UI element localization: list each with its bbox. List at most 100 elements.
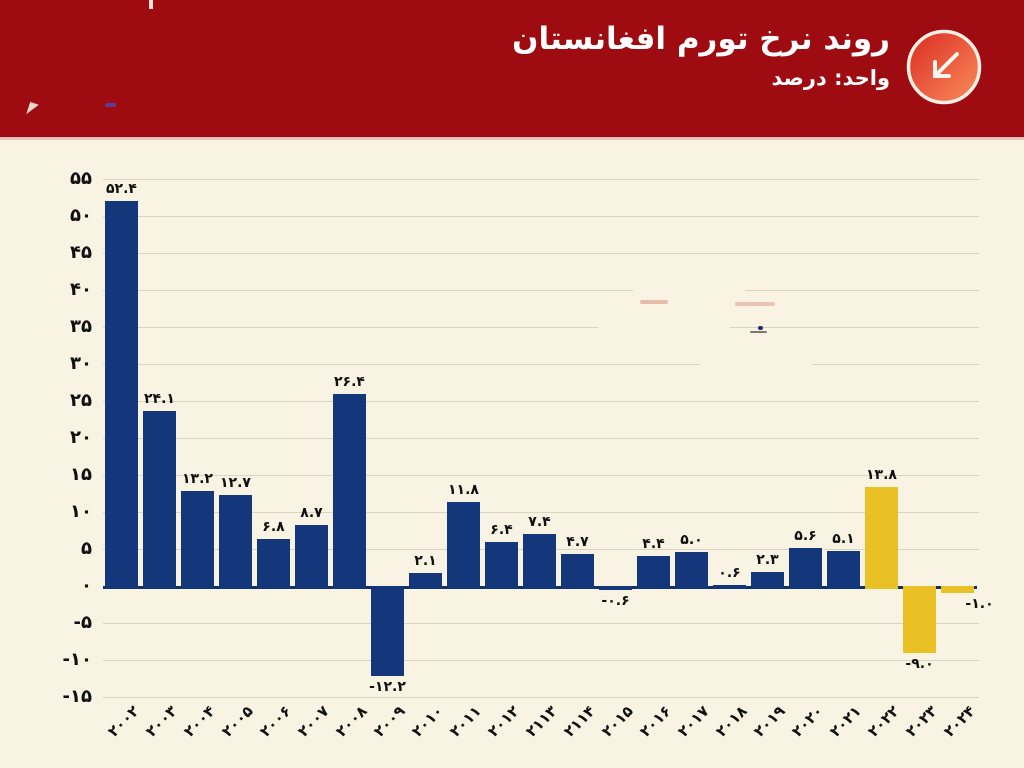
x-axis-year-label: ۲۰۰۵ <box>217 702 257 741</box>
x-axis-year-label: ۲۰۲۴ <box>939 702 979 741</box>
gridline <box>103 697 979 698</box>
bar-value-label: -۰.۶ <box>601 593 630 609</box>
x-axis-year-label: ۲۰۲۲ <box>863 702 903 741</box>
gridline <box>103 623 979 624</box>
y-axis-tick-label: ۵۵ <box>70 168 92 189</box>
y-axis-tick-label: ۲۰ <box>70 427 92 448</box>
speck-artifact <box>758 326 763 330</box>
x-axis-year-label: ۲۰۰۶ <box>255 702 295 741</box>
bar-2010 <box>409 573 442 589</box>
gridline <box>103 438 979 439</box>
y-axis-tick-label: -۵ <box>73 612 92 633</box>
bar-2018 <box>713 585 746 589</box>
y-axis-tick-label: ۴۵ <box>70 242 92 263</box>
smear-artifact <box>735 302 775 306</box>
bar-2004 <box>181 491 214 589</box>
bar-value-label: ۷.۴ <box>528 514 551 530</box>
header-text-block: روند نرخ تورم افغانستان واحد: درصد <box>512 21 890 90</box>
page-title: روند نرخ تورم افغانستان <box>512 21 890 57</box>
gridline <box>103 253 979 254</box>
x-axis-year-label: ۲۰۰۴ <box>179 702 219 741</box>
bar-2021 <box>827 551 860 589</box>
bar-value-label: ۲۴.۱ <box>144 391 175 407</box>
bar-value-label: ۵۲.۴ <box>106 181 137 197</box>
y-axis-tick-label: ۲۵ <box>70 390 92 411</box>
bar-value-label: ۲.۳ <box>756 552 779 568</box>
bar-2016 <box>637 556 670 589</box>
gridline <box>103 512 979 513</box>
x-axis-year-label: ۲۰۲۱ <box>825 702 865 741</box>
gridline <box>103 179 979 180</box>
trend-down-arrow-icon <box>906 29 982 105</box>
x-axis-year-label: ۲۰۲۳ <box>901 702 941 741</box>
bar-2023 <box>903 586 936 653</box>
x-axis-year-label: ۲۰۱۷ <box>673 702 713 741</box>
unit-label: واحد: درصد <box>771 65 890 90</box>
bar-value-label: -۱۲.۲ <box>369 679 406 695</box>
bar-value-label: ۴.۴ <box>642 536 665 552</box>
bar-2011 <box>447 502 480 589</box>
gridline <box>103 290 979 291</box>
speck-artifact <box>105 103 116 107</box>
bar-2013 <box>523 534 556 589</box>
bar-value-label: ۶.۸ <box>262 519 285 535</box>
bar-value-label: ۵.۱ <box>832 531 855 547</box>
trend-badge <box>905 28 983 106</box>
x-axis-year-label: ۲۰۰۳ <box>141 702 181 741</box>
bar-2022 <box>865 487 898 589</box>
bar-2007 <box>295 525 328 589</box>
bar-2014 <box>561 554 594 589</box>
bar-value-label: ۱۳.۲ <box>182 471 213 487</box>
header-banner: روند نرخ تورم افغانستان واحد: درصد <box>0 0 1024 140</box>
bar-value-label: ۱۲.۷ <box>220 475 251 491</box>
bar-value-label: ۶.۴ <box>490 522 513 538</box>
smear-artifact <box>640 300 668 304</box>
bar-2019 <box>751 572 784 589</box>
x-axis-year-label: ۲۰۱۸ <box>711 702 751 741</box>
bar-2006 <box>257 539 290 589</box>
y-axis-tick-label: ۳۵ <box>70 316 92 337</box>
x-axis-year-label: ۲۰۱۰ <box>407 702 447 741</box>
x-axis-year-label: ۲۰۰۲ <box>103 702 143 741</box>
gridline <box>103 327 979 328</box>
bar-value-label: ۲۶.۴ <box>334 374 365 390</box>
speck-artifact <box>149 0 153 9</box>
gridline <box>103 364 979 365</box>
bar-2009 <box>371 586 404 676</box>
smudge-artifact <box>700 359 812 370</box>
smudge-artifact <box>598 322 730 334</box>
x-axis-year-label: ۲۰۰۸ <box>331 702 371 741</box>
bar-2003 <box>143 411 176 589</box>
bar-value-label: ۰.۶ <box>718 565 741 581</box>
y-axis-tick-label: ۴۰ <box>70 279 92 300</box>
y-axis-tick-label: ۵۰ <box>70 205 92 226</box>
bar-2012 <box>485 542 518 589</box>
bar-2024 <box>941 586 974 593</box>
x-axis-year-label: ۲۰۱۲ <box>483 702 523 741</box>
y-axis-tick-label: ۳۰ <box>70 353 92 374</box>
speck-artifact <box>750 331 767 333</box>
smudge-artifact <box>633 286 745 297</box>
bar-value-label: ۲.۱ <box>414 553 437 569</box>
gridline <box>103 475 979 476</box>
bar-value-label: ۱۳.۸ <box>866 467 897 483</box>
bar-2008 <box>333 394 366 589</box>
x-axis-year-label: ۲۱۱۳ <box>521 702 561 741</box>
x-axis-year-label: ۲۰۰۹ <box>369 702 409 741</box>
x-axis-year-label: ۲۰۰۷ <box>293 702 333 741</box>
x-axis-year-label: ۲۰۱۶ <box>635 702 675 741</box>
x-axis-year-label: ۲۰۱۵ <box>597 702 637 741</box>
bar-value-label: ۵.۰ <box>680 532 703 548</box>
y-axis-tick-label: ۵ <box>81 538 92 559</box>
gridline <box>103 660 979 661</box>
y-axis-tick-label: -۱۰ <box>62 649 92 670</box>
y-axis-tick-label: ۰ <box>81 575 92 596</box>
x-axis-year-label: ۲۰۱۹ <box>749 702 789 741</box>
x-axis-year-label: ۲۰۱۱ <box>445 702 485 741</box>
y-axis-tick-label: ۱۵ <box>70 464 92 485</box>
y-axis-tick-label: ۱۰ <box>70 501 92 522</box>
bar-value-label: -۱.۰ <box>965 596 994 612</box>
bar-value-label: ۸.۷ <box>300 505 323 521</box>
bar-value-label: ۵.۶ <box>794 528 817 544</box>
